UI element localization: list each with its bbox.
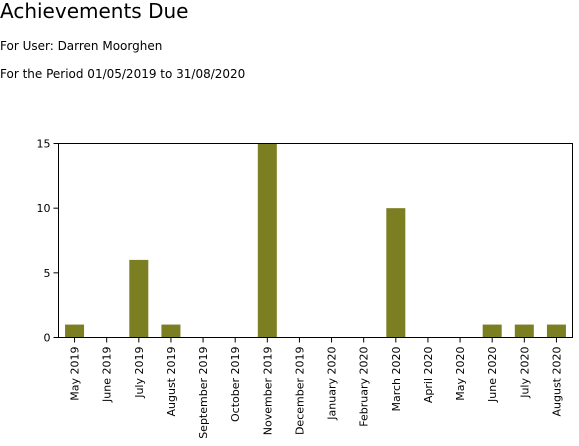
bar-march-2020	[386, 208, 406, 338]
y-tick-label-15: 15	[37, 138, 51, 151]
x-tick-label-march-2020: March 2020	[390, 347, 403, 412]
x-tick-label-december-2019: December 2019	[293, 347, 306, 436]
bar-november-2019	[257, 143, 277, 338]
bar-july-2019	[129, 259, 149, 338]
x-tick-label-february-2020: February 2020	[358, 346, 371, 426]
y-axis: 0 5 10 15	[37, 138, 59, 345]
y-tick-label-10: 10	[37, 202, 51, 215]
bar-august-2019	[161, 324, 181, 338]
x-tick-label-july-2019: July 2019	[133, 347, 146, 399]
x-tick-label-october-2019: October 2019	[229, 347, 242, 423]
y-tick-label-5: 5	[44, 267, 51, 280]
x-axis: May 2019 June 2019 July 2019 August 2019 Sep…	[69, 337, 563, 439]
x-tick-label-may-2020: May 2020	[454, 347, 467, 401]
bar-june-2020	[482, 324, 502, 338]
bar-july-2020	[514, 324, 534, 338]
x-tick-label-july-2020: July 2020	[518, 347, 531, 399]
user-line: For User: Darren Moorghen	[0, 39, 163, 53]
x-tick-label-april-2020: April 2020	[422, 347, 435, 404]
plot-frame	[58, 143, 573, 338]
x-tick-label-june-2020: June 2020	[486, 347, 499, 403]
y-tick-label-0: 0	[44, 332, 51, 345]
x-tick-label-june-2019: June 2019	[101, 347, 114, 403]
x-tick-label-may-2019: May 2019	[69, 347, 82, 401]
x-tick-label-september-2019: September 2019	[197, 347, 210, 439]
x-tick-label-august-2019: August 2019	[165, 347, 178, 417]
bars-group	[65, 143, 566, 338]
page-title: Achievements Due	[0, 0, 189, 23]
x-tick-label-january-2020: January 2020	[326, 347, 339, 421]
x-tick-label-november-2019: November 2019	[261, 347, 274, 436]
bar-may-2019	[65, 324, 85, 338]
period-line: For the Period 01/05/2019 to 31/08/2020	[0, 67, 246, 81]
x-tick-label-august-2020: August 2020	[550, 347, 563, 417]
bar-august-2020	[546, 324, 566, 338]
